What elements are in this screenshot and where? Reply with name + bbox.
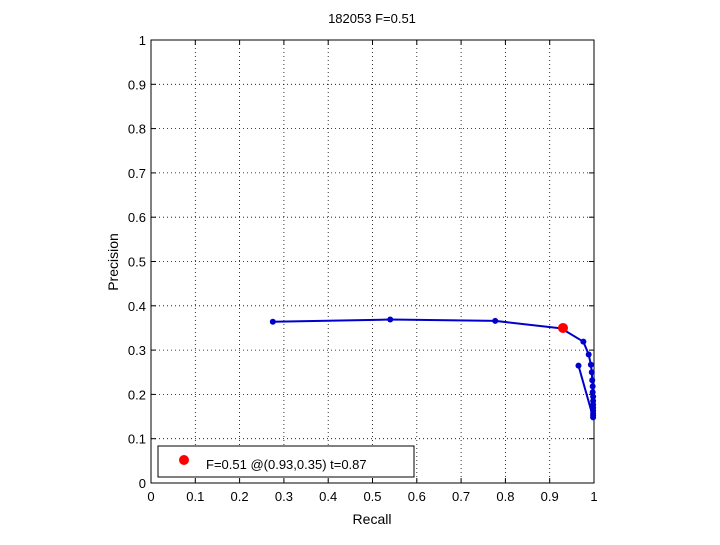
pr-curve-point xyxy=(575,362,582,369)
pr-curve-line xyxy=(272,318,595,419)
legend-marker xyxy=(179,455,189,465)
x-tick-label: 0.7 xyxy=(452,489,470,504)
legend-box: F=0.51 @(0.93,0.35) t=0.87 xyxy=(157,445,415,478)
y-tick-label: 1 xyxy=(139,33,146,48)
pr-curve-point xyxy=(580,338,587,345)
pr-curve-point xyxy=(492,317,499,324)
best-f-point xyxy=(557,322,568,333)
x-tick-label: 0.5 xyxy=(363,489,381,504)
ticks-layer: 0 0.1 0.2 0.3 0.4 0.5 0.6 0.7 0.8 0.9 1 0 0.1 0.2 0.3 0… xyxy=(128,33,598,504)
y-axis-label: Precision xyxy=(105,233,121,291)
y-tick-label: 0.9 xyxy=(128,77,146,92)
legend-frame xyxy=(157,445,415,478)
pr-curve-point xyxy=(590,414,597,421)
y-tick-label: 0.4 xyxy=(128,299,146,314)
y-tick-label: 0.2 xyxy=(128,387,146,402)
pr-curve-point xyxy=(387,316,394,323)
x-tick-label: 0.3 xyxy=(275,489,293,504)
pr-curve-point xyxy=(589,377,596,384)
y-tick-label: 0.7 xyxy=(128,166,146,181)
x-tick-label: 0 xyxy=(147,489,154,504)
pr-curve-point xyxy=(589,389,596,396)
y-tick-label: 0.1 xyxy=(128,432,146,447)
y-tick-label: 0.6 xyxy=(128,210,146,225)
legend-label: F=0.51 @(0.93,0.35) t=0.87 xyxy=(206,457,367,472)
x-tick-label: 0.4 xyxy=(319,489,337,504)
y-tick-label: 0.8 xyxy=(128,122,146,137)
x-tick-label: 0.8 xyxy=(496,489,514,504)
grid-layer xyxy=(151,40,594,483)
chart-title: 182053 F=0.51 xyxy=(328,11,416,26)
pr-curve-point xyxy=(269,318,276,325)
x-tick-label: 0.2 xyxy=(231,489,249,504)
pr-curve-point xyxy=(585,351,592,358)
pr-curve-point xyxy=(588,369,595,376)
pr-curve-point xyxy=(587,361,594,368)
series-layer xyxy=(269,316,597,421)
y-tick-label: 0.3 xyxy=(128,343,146,358)
x-axis-label: Recall xyxy=(353,511,392,527)
x-tick-label: 0.6 xyxy=(408,489,426,504)
pr-curve-point xyxy=(590,393,597,400)
y-tick-label: 0 xyxy=(139,476,146,491)
x-tick-label: 0.9 xyxy=(541,489,559,504)
x-tick-label: 1 xyxy=(590,489,597,504)
pr-curve-point xyxy=(589,383,596,390)
y-tick-label: 0.5 xyxy=(128,255,146,270)
x-tick-label: 0.1 xyxy=(186,489,204,504)
